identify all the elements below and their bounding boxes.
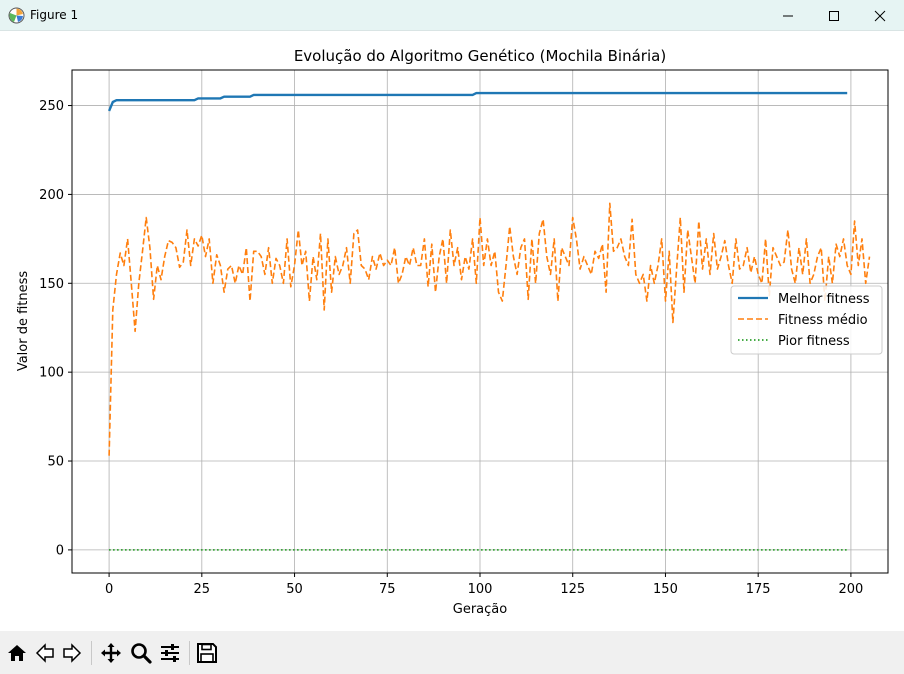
series-line-mean-fitness bbox=[108, 202, 871, 456]
y-tick-label: 250 bbox=[39, 99, 64, 114]
maximize-icon bbox=[829, 10, 839, 21]
back-button[interactable] bbox=[31, 639, 59, 667]
fitness-chart: 0 25 50 75 100 125 150 175 200 0 50 100 150 200 250 Ev… bbox=[16, 47, 889, 617]
back-arrow-icon bbox=[35, 643, 54, 663]
zoom-icon bbox=[131, 643, 152, 664]
pan-button[interactable] bbox=[97, 639, 125, 667]
forward-arrow-icon bbox=[63, 643, 82, 663]
minimize-icon bbox=[783, 15, 793, 16]
minimize-button[interactable] bbox=[765, 0, 811, 31]
x-tick-label: 50 bbox=[286, 582, 303, 597]
forward-button[interactable] bbox=[58, 639, 86, 667]
x-axis-label: Geração bbox=[453, 602, 507, 617]
home-icon bbox=[8, 645, 26, 661]
y-tick-label: 0 bbox=[56, 543, 64, 558]
legend: Melhor fitness Fitness médio Pior fitnes… bbox=[730, 285, 883, 355]
close-button[interactable] bbox=[857, 0, 903, 31]
x-tick-label: 75 bbox=[379, 582, 396, 597]
series-line-best-fitness bbox=[107, 91, 848, 112]
configure-subplots-icon bbox=[161, 644, 179, 662]
pan-icon bbox=[101, 643, 121, 663]
axis-ticks: 0 25 50 75 100 125 150 175 200 0 50 100 150 200 250 bbox=[39, 99, 863, 597]
y-tick-label: 100 bbox=[39, 366, 64, 381]
x-tick-label: 150 bbox=[653, 582, 678, 597]
legend-label-best: Melhor fitness bbox=[778, 292, 870, 307]
toolbar-separator bbox=[189, 641, 190, 665]
chart-title: Evolução do Algoritmo Genético (Mochila … bbox=[294, 47, 666, 65]
y-tick-label: 200 bbox=[39, 188, 64, 203]
figure-canvas: 0 25 50 75 100 125 150 175 200 0 50 100 150 200 250 Ev… bbox=[0, 31, 904, 631]
legend-box bbox=[730, 285, 883, 355]
y-tick-label: 50 bbox=[47, 455, 64, 470]
x-tick-label: 100 bbox=[468, 582, 493, 597]
navigation-toolbar bbox=[0, 631, 904, 674]
x-tick-label: 200 bbox=[838, 582, 863, 597]
save-button[interactable] bbox=[193, 639, 221, 667]
configure-subplots-button[interactable] bbox=[156, 639, 184, 667]
zoom-button[interactable] bbox=[127, 639, 155, 667]
window-titlebar: Figure 1 bbox=[0, 0, 904, 31]
x-tick-label: 175 bbox=[746, 582, 771, 597]
y-tick-label: 150 bbox=[39, 277, 64, 292]
close-icon bbox=[874, 10, 886, 21]
matplotlib-app-icon bbox=[8, 7, 25, 24]
toolbar-separator bbox=[91, 641, 92, 665]
x-tick-label: 0 bbox=[105, 582, 113, 597]
series-lines bbox=[107, 91, 871, 551]
home-button[interactable] bbox=[3, 639, 31, 667]
maximize-button[interactable] bbox=[811, 0, 857, 31]
save-icon bbox=[197, 643, 217, 663]
x-tick-label: 25 bbox=[194, 582, 211, 597]
legend-label-mean: Fitness médio bbox=[778, 313, 868, 328]
legend-label-worst: Pior fitness bbox=[778, 334, 850, 349]
y-axis-label: Valor de fitness bbox=[16, 271, 31, 372]
window-title: Figure 1 bbox=[30, 8, 79, 22]
x-tick-label: 125 bbox=[560, 582, 585, 597]
